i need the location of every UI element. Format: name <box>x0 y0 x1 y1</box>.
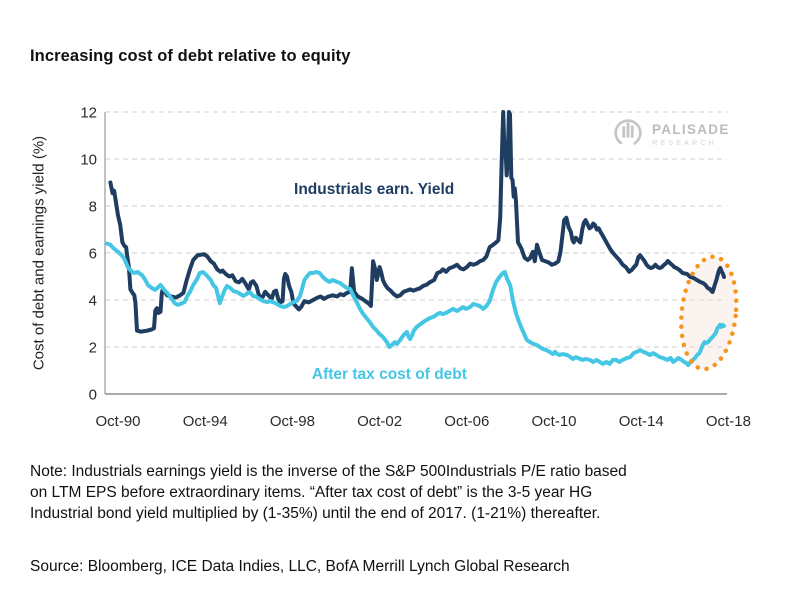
x-tick-label-Oct-18: Oct-18 <box>706 413 751 430</box>
y-tick-label-2: 2 <box>89 340 97 357</box>
x-tick-label-Oct-02: Oct-02 <box>357 413 402 430</box>
source-line: Source: Bloomberg, ICE Data Indies, LLC,… <box>30 558 570 575</box>
footnote-line-3: Industrial bond yield multiplied by (1-3… <box>30 505 601 522</box>
page-title: Increasing cost of debt relative to equi… <box>30 47 351 65</box>
footnote-line-2: on LTM EPS before extraordinary items. “… <box>30 484 593 501</box>
x-tick-label-Oct-94: Oct-94 <box>183 413 228 430</box>
series-label-after-tax-cost-of-debt: After tax cost of debt <box>312 366 467 383</box>
y-tick-label-6: 6 <box>89 246 97 263</box>
palisade-logo-icon <box>610 114 646 155</box>
y-tick-label-4: 4 <box>89 293 97 310</box>
series-line-industrials-earnings-yield <box>108 110 726 334</box>
brand-name: PALISADE <box>652 121 730 137</box>
x-tick-label-Oct-98: Oct-98 <box>270 413 315 430</box>
y-tick-label-8: 8 <box>89 199 97 216</box>
series-label-industrials-earnings-yield: Industrials earn. Yield <box>294 181 454 198</box>
y-tick-label-12: 12 <box>80 105 97 122</box>
x-tick-label-Oct-14: Oct-14 <box>619 413 664 430</box>
x-tick-label-Oct-06: Oct-06 <box>444 413 489 430</box>
footnote-line-1: Note: Industrials earnings yield is the … <box>30 463 627 480</box>
highlight-ellipse-fill <box>681 256 737 370</box>
brand-subtitle: RESEARCH <box>652 137 717 147</box>
y-axis-title: Cost of debt and earnings yield (%) <box>30 135 48 371</box>
highlight-ellipse <box>679 254 739 372</box>
line-chart: Industrials earn. Yield After tax cost of… <box>80 105 751 431</box>
palisade-research-watermark: PALISADE RESEARCH <box>610 114 730 155</box>
y-tick-label-0: 0 <box>89 387 97 404</box>
x-tick-label-Oct-90: Oct-90 <box>95 413 140 430</box>
y-tick-label-10: 10 <box>80 152 97 169</box>
x-tick-label-Oct-10: Oct-10 <box>531 413 576 430</box>
series-line-after-tax-cost-of-debt <box>105 241 726 368</box>
footnote: Note: Industrials earnings yield is the … <box>30 461 627 524</box>
